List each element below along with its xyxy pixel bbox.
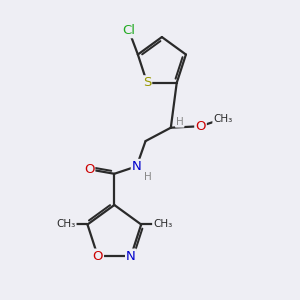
Text: O: O [92,250,103,262]
Text: N: N [132,160,142,173]
Text: O: O [195,120,206,133]
Text: CH₃: CH₃ [213,114,232,124]
Text: Cl: Cl [122,24,135,37]
Text: H: H [176,117,184,127]
Text: CH₃: CH₃ [153,220,172,230]
Text: S: S [143,76,151,89]
Text: CH₃: CH₃ [56,220,76,230]
Text: N: N [126,250,136,262]
Text: H: H [144,172,152,182]
Text: O: O [84,163,94,176]
